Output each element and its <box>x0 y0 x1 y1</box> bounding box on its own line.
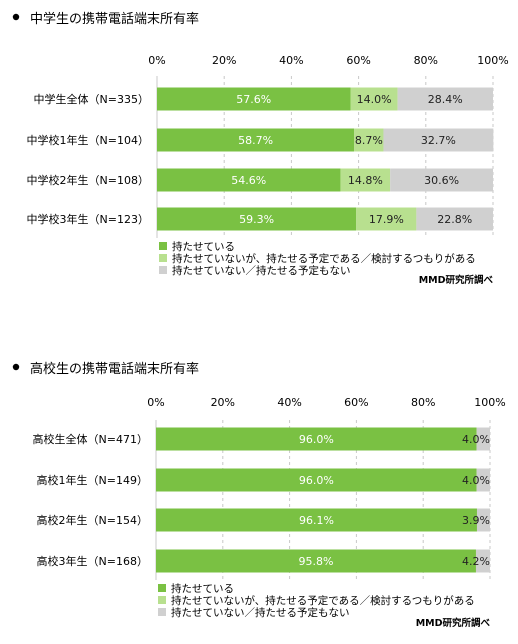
x-tick-label: 80% <box>411 396 435 409</box>
legend-label: 持たせている <box>172 240 235 253</box>
bar-segment <box>356 207 417 231</box>
legend-label: 持たせていないが、持たせる予定である／検討するつもりがある <box>172 252 476 265</box>
category-label: 高校生全体（N=471） <box>33 432 148 446</box>
category-label: 中学校1年生（N=104） <box>27 133 149 147</box>
data-label: 14.0% <box>357 93 392 106</box>
bar-segment <box>340 168 391 192</box>
legend-label: 持たせていないが、持たせる予定である／検討するつもりがある <box>171 594 475 607</box>
x-tick-label: 60% <box>344 396 368 409</box>
bar-segment <box>156 427 477 451</box>
bar-segment <box>157 168 341 192</box>
data-label: 96.0% <box>299 433 334 446</box>
bar-segment <box>156 468 477 492</box>
data-label: 22.8% <box>437 213 472 226</box>
title-bullet-icon <box>12 363 20 371</box>
bar-segment <box>157 87 351 111</box>
chart-title: 中学生の携帯電話端末所有率 <box>30 11 199 27</box>
legend-swatch <box>159 266 167 274</box>
legend-swatch <box>158 584 166 592</box>
bar-segment <box>350 87 398 111</box>
x-tick-label: 0% <box>148 54 165 67</box>
bar-segment <box>416 207 493 231</box>
bar-segment <box>476 508 490 532</box>
category-label: 中学生全体（N=335） <box>34 92 149 106</box>
chart-title: 高校生の携帯電話端末所有率 <box>30 361 199 377</box>
data-label: 58.7% <box>238 134 273 147</box>
bar-segment <box>475 549 490 573</box>
x-tick-label: 100% <box>477 54 508 67</box>
data-label: 57.6% <box>236 93 271 106</box>
bar-segment <box>156 549 476 573</box>
data-label: 96.1% <box>299 514 334 527</box>
bar-segment <box>156 508 477 532</box>
x-tick-label: 40% <box>279 54 303 67</box>
category-label: 中学校2年生（N=108） <box>27 173 149 187</box>
x-tick-label: 100% <box>474 396 505 409</box>
category-label: 高校3年生（N=168） <box>37 554 148 568</box>
category-label: 高校2年生（N=154） <box>37 513 148 527</box>
data-label: 3.9% <box>462 514 490 527</box>
bar-segment <box>397 87 493 111</box>
bar-segment <box>383 128 494 152</box>
legend-swatch <box>158 596 166 604</box>
x-tick-label: 0% <box>147 396 164 409</box>
data-label: 4.2% <box>462 555 490 568</box>
bar-segment <box>390 168 493 192</box>
legend-swatch <box>159 254 167 262</box>
bar-segment <box>476 427 490 451</box>
legend-swatch <box>158 608 166 616</box>
x-tick-label: 80% <box>414 54 438 67</box>
source-note: MMD研究所調べ <box>419 274 494 286</box>
bar-segment <box>157 128 355 152</box>
source-note: MMD研究所調べ <box>416 617 491 629</box>
x-tick-label: 20% <box>212 54 236 67</box>
data-label: 14.8% <box>348 174 383 187</box>
x-tick-label: 20% <box>211 396 235 409</box>
bar-segment <box>476 468 490 492</box>
data-label: 17.9% <box>369 213 404 226</box>
legend-swatch <box>159 242 167 250</box>
bar-segment <box>157 207 357 231</box>
data-label: 95.8% <box>299 555 334 568</box>
x-tick-label: 60% <box>346 54 370 67</box>
legend-label: 持たせていない／持たせる予定もない <box>172 264 351 277</box>
category-label: 中学校3年生（N=123） <box>27 212 149 226</box>
x-tick-label: 40% <box>277 396 301 409</box>
data-label: 32.7% <box>421 134 456 147</box>
data-label: 4.0% <box>462 474 490 487</box>
legend-label: 持たせている <box>171 582 234 595</box>
data-label: 30.6% <box>424 174 459 187</box>
data-label: 4.0% <box>462 433 490 446</box>
data-label: 8.7% <box>355 134 383 147</box>
data-label: 96.0% <box>299 474 334 487</box>
bar-segment <box>354 128 384 152</box>
category-label: 高校1年生（N=149） <box>37 473 148 487</box>
data-label: 54.6% <box>231 174 266 187</box>
data-label: 59.3% <box>239 213 274 226</box>
legend-label: 持たせていない／持たせる予定もない <box>171 606 350 619</box>
title-bullet-icon <box>12 13 20 21</box>
data-label: 28.4% <box>428 93 463 106</box>
